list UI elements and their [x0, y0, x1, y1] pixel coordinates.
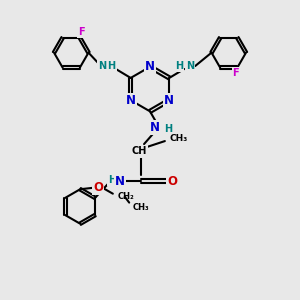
Text: N: N: [149, 121, 160, 134]
Text: CH₃: CH₃: [169, 134, 188, 142]
Text: N: N: [115, 175, 125, 188]
Text: N: N: [145, 60, 155, 73]
Text: N: N: [126, 94, 136, 107]
Text: H: H: [175, 61, 183, 71]
Text: H: H: [108, 175, 116, 185]
Text: N: N: [98, 61, 106, 71]
Text: CH₂: CH₂: [117, 192, 134, 201]
Text: O: O: [93, 181, 103, 194]
Text: O: O: [167, 175, 177, 188]
Text: H: H: [164, 124, 172, 134]
Text: CH₃: CH₃: [132, 202, 149, 211]
Text: H: H: [107, 61, 116, 71]
Text: CH: CH: [132, 146, 147, 157]
Text: F: F: [232, 68, 239, 78]
Text: F: F: [78, 27, 85, 38]
Text: N: N: [186, 61, 194, 71]
Text: N: N: [164, 94, 174, 107]
